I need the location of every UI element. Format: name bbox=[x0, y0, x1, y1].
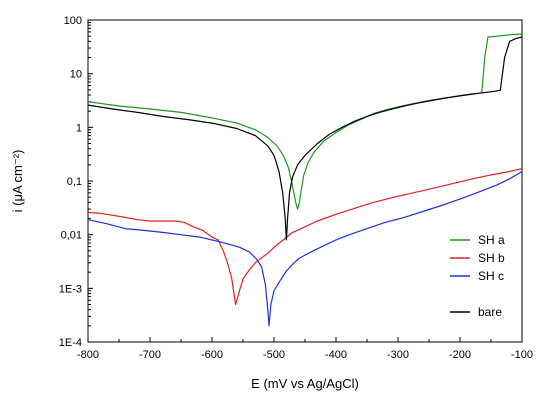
x-tick-label: -400 bbox=[325, 349, 347, 361]
legend-label: SH a bbox=[478, 233, 505, 247]
y-tick-label: 10 bbox=[70, 69, 82, 81]
y-tick-label: 0,01 bbox=[61, 230, 82, 242]
y-tick-label: 100 bbox=[64, 15, 82, 27]
x-axis-title: E (mV vs Ag/AgCl) bbox=[251, 376, 359, 391]
legend-label: SH b bbox=[478, 251, 505, 265]
x-tick-label: -100 bbox=[511, 349, 533, 361]
x-tick-label: -500 bbox=[263, 349, 285, 361]
y-tick-label: 1E-4 bbox=[59, 337, 82, 349]
legend: SH a SH b SH c bare bbox=[450, 233, 505, 319]
x-tick-label: -300 bbox=[387, 349, 409, 361]
x-tick-label: -800 bbox=[77, 349, 99, 361]
legend-label: SH c bbox=[478, 269, 504, 283]
y-tick-label: 0,1 bbox=[67, 176, 82, 188]
y-tick-label: 1E-3 bbox=[59, 283, 82, 295]
series-line-bare bbox=[87, 36, 523, 241]
series-line-sh-c bbox=[87, 170, 523, 327]
series-line-sh-b bbox=[87, 168, 523, 306]
x-axis: -800 -700 -600 -500 -400 -300 -200 -100 bbox=[77, 337, 533, 361]
x-tick-label: -700 bbox=[139, 349, 161, 361]
y-axis-title: i (μA cm⁻²) bbox=[10, 150, 25, 213]
y-axis: 1E-4 1E-3 0,01 0,1 1 10 100 bbox=[59, 15, 93, 349]
x-tick-label: -600 bbox=[201, 349, 223, 361]
series-lines bbox=[87, 33, 523, 327]
plot-frame bbox=[87, 19, 523, 343]
legend-label: bare bbox=[478, 305, 502, 319]
y-tick-label: 1 bbox=[76, 122, 82, 134]
x-tick-label: -200 bbox=[449, 349, 471, 361]
